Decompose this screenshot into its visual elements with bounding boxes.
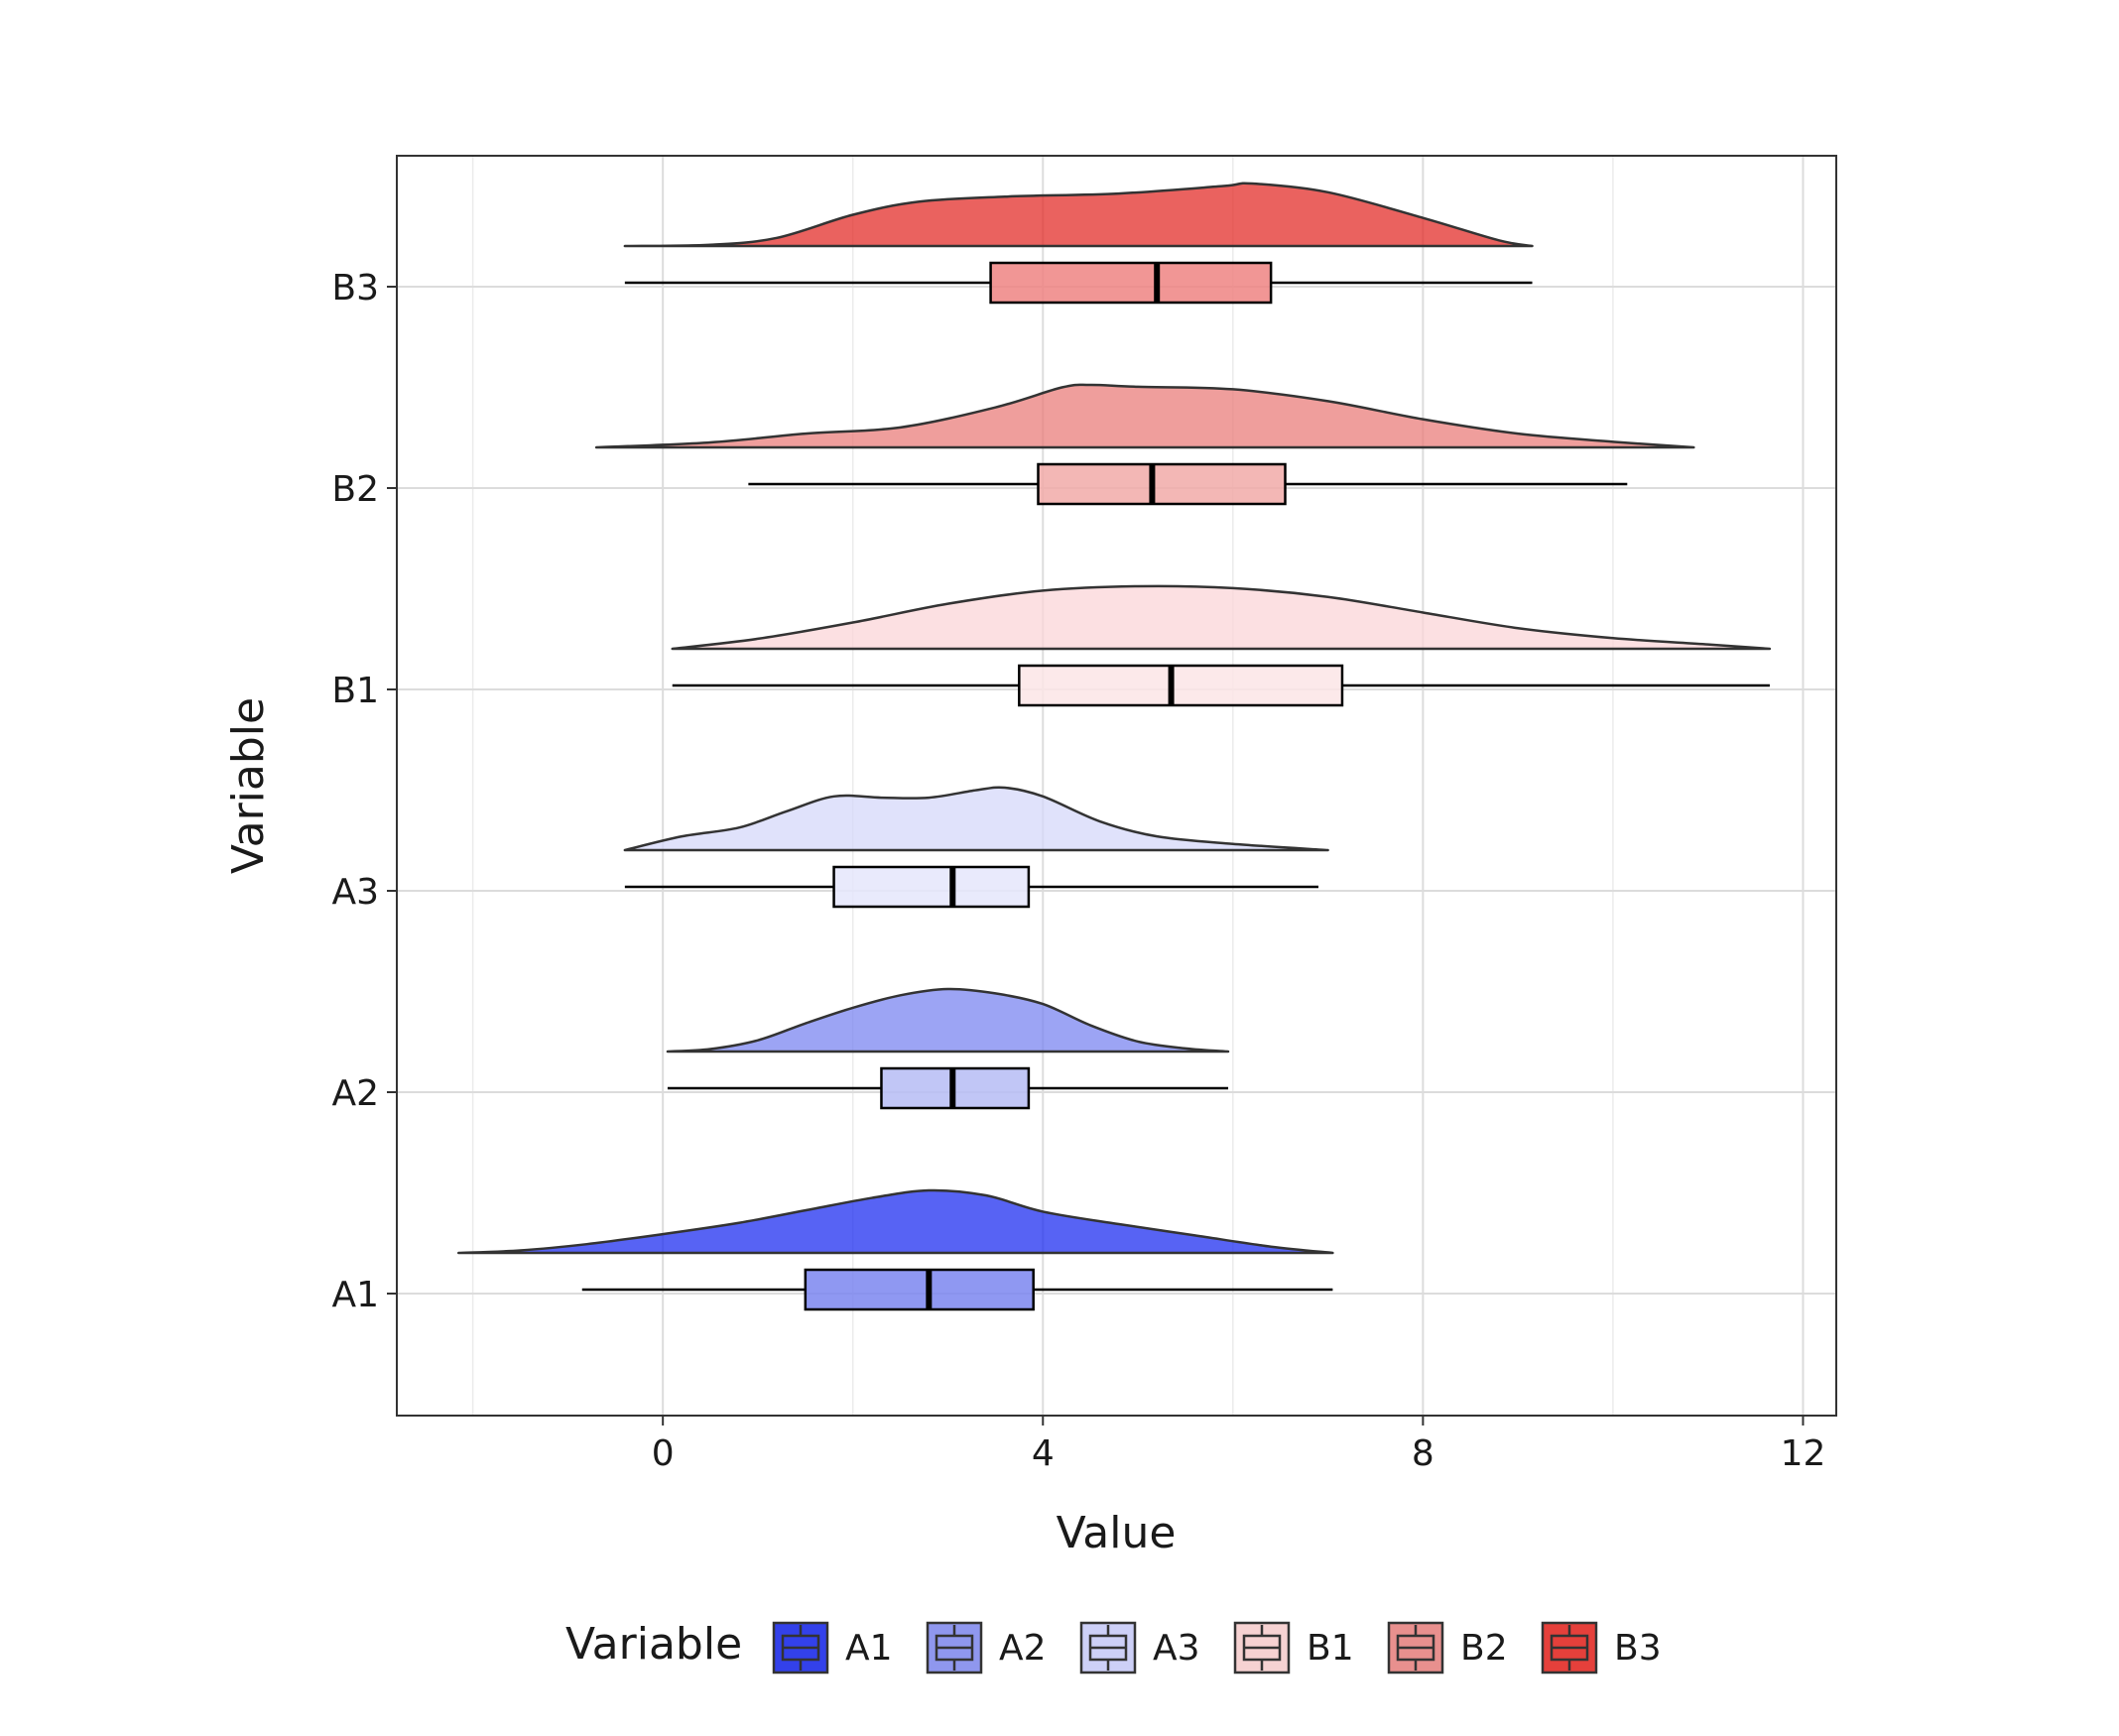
legend-item-a3: A3	[1079, 1621, 1200, 1674]
legend-label: A2	[999, 1628, 1047, 1669]
legend-label: B1	[1307, 1628, 1354, 1669]
y-axis: A1 A2 A3 B1 B2 B3	[331, 268, 397, 1315]
legend-label: A3	[1153, 1628, 1200, 1669]
x-axis: 0 4 8 12	[652, 1416, 1826, 1474]
legend-title: Variable	[565, 1619, 742, 1670]
legend-item-b3: B3	[1541, 1621, 1662, 1674]
density-a2	[666, 987, 1230, 1054]
series-a2	[666, 987, 1230, 1110]
legend-label: B3	[1614, 1628, 1662, 1669]
x-axis-label: Value	[1057, 1508, 1177, 1558]
legend-item-a1: A1	[772, 1621, 893, 1674]
y-tick-label: A3	[331, 872, 379, 913]
series-b2	[594, 383, 1695, 506]
legend-item-b1: B1	[1233, 1621, 1354, 1674]
series-a1	[457, 1188, 1334, 1311]
legend-label: A1	[845, 1628, 893, 1669]
series-b3	[623, 182, 1534, 305]
series-b1	[671, 584, 1772, 707]
legend: Variable A1 A2 A3 B1 B2 B3	[565, 1619, 1662, 1674]
y-tick-label: B2	[331, 469, 379, 510]
box-a3	[832, 865, 1031, 909]
box-b2	[1037, 462, 1287, 506]
y-axis-label: Variable	[223, 697, 274, 874]
density-a3	[623, 786, 1329, 852]
panel-border	[396, 155, 1837, 1417]
series-layer	[457, 182, 1772, 1311]
legend-label: B2	[1460, 1628, 1508, 1669]
box-b1	[1018, 664, 1344, 707]
density-b2	[594, 383, 1695, 449]
density-b1	[671, 584, 1772, 651]
legend-item-a2: A2	[926, 1621, 1047, 1674]
legend-items: A1 A2 A3 B1 B2 B3	[772, 1621, 1662, 1674]
legend-item-b2: B2	[1387, 1621, 1508, 1674]
y-tick-label: A2	[331, 1073, 379, 1114]
x-tick-label: 0	[652, 1433, 675, 1474]
density-a1	[457, 1188, 1334, 1255]
y-tick-label: A1	[331, 1275, 379, 1315]
box-a1	[804, 1268, 1035, 1311]
panel-background	[397, 156, 1836, 1416]
y-tick-label: B1	[331, 671, 379, 711]
box-b3	[989, 261, 1273, 305]
plot-panel	[396, 155, 1837, 1417]
x-tick-label: 4	[1032, 1433, 1055, 1474]
density-b3	[623, 182, 1534, 248]
series-a3	[623, 786, 1329, 909]
x-tick-label: 12	[1781, 1433, 1826, 1474]
y-tick-label: B3	[331, 268, 379, 309]
x-tick-label: 8	[1412, 1433, 1434, 1474]
